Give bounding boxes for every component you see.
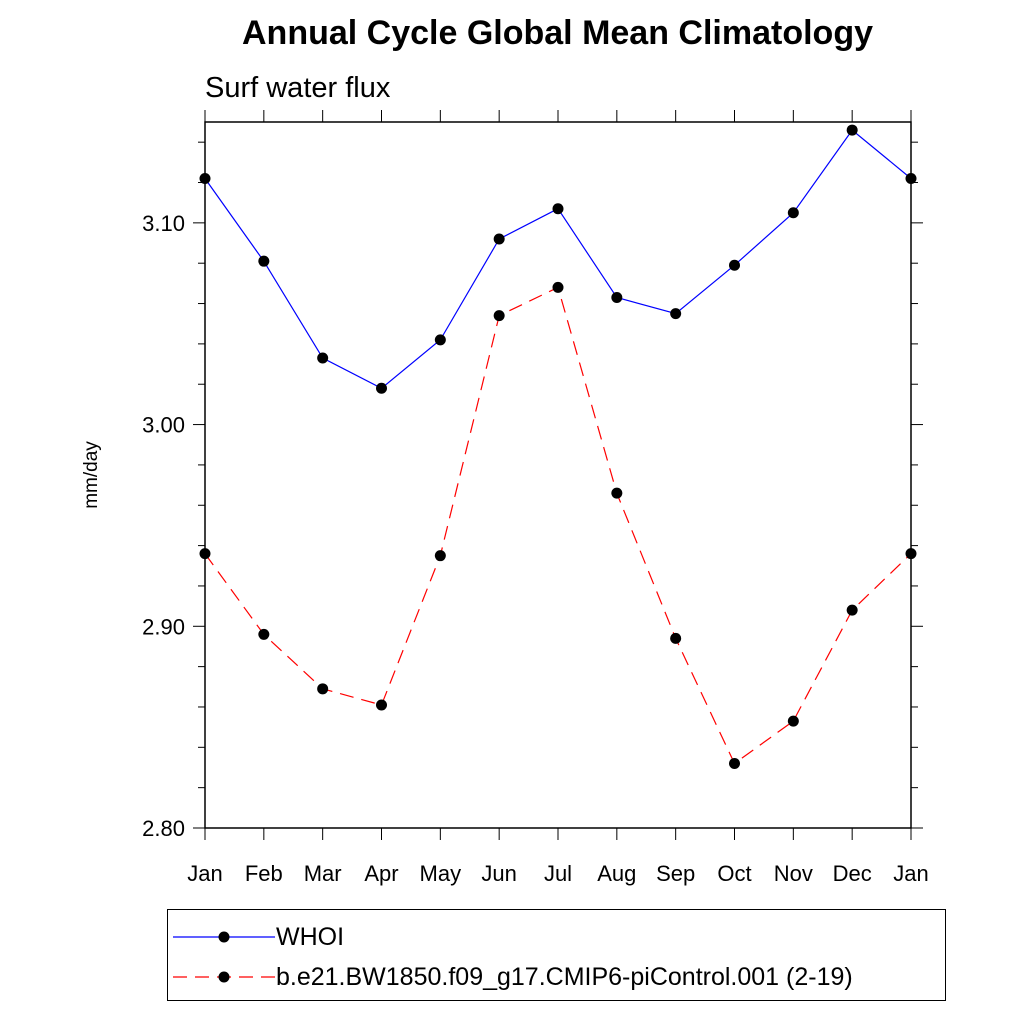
y-tick-label: 2.80: [142, 816, 185, 841]
data-point-0: [258, 255, 270, 267]
x-tick-label: Apr: [364, 861, 398, 886]
data-point-0: [787, 207, 799, 219]
legend-swatch-model: [173, 971, 275, 983]
axis-ticks: [193, 110, 923, 840]
data-point-1: [493, 310, 505, 322]
x-tick-label: Feb: [245, 861, 283, 886]
data-point-0: [611, 291, 623, 303]
data-point-0: [729, 259, 740, 271]
x-tick-label: Jan: [893, 861, 928, 886]
y-tick-label: 3.10: [142, 211, 185, 236]
x-tick-label: Mar: [304, 861, 342, 886]
data-point-0: [376, 382, 387, 394]
data-point-1: [787, 715, 799, 727]
x-tick-label: Oct: [717, 861, 751, 886]
data-point-0: [199, 172, 211, 184]
data-point-0: [434, 334, 446, 346]
data-point-0: [493, 233, 505, 245]
series-line-0: [204, 129, 912, 390]
data-point-0: [905, 172, 917, 184]
x-tick-label: Jan: [187, 861, 222, 886]
data-point-1: [258, 628, 270, 640]
legend-item-model: b.e21.BW1850.f09_g17.CMIP6-piControl.001…: [168, 957, 947, 997]
x-tick-label: Sep: [656, 861, 695, 886]
data-point-1: [199, 548, 211, 560]
legend-label-model: b.e21.BW1850.f09_g17.CMIP6-piControl.001…: [276, 963, 853, 991]
x-tick-label: Aug: [597, 861, 636, 886]
legend-swatch-whoi: [173, 931, 275, 943]
data-point-0: [670, 308, 682, 320]
data-point-1: [670, 632, 682, 644]
y-tick-label: 3.00: [142, 413, 185, 438]
x-tick-label: Jun: [481, 861, 516, 886]
data-point-1: [729, 757, 740, 769]
series-layer: [199, 124, 917, 769]
data-point-1: [434, 550, 446, 562]
data-point-1: [317, 683, 329, 695]
x-tick-label: May: [420, 861, 462, 886]
x-tick-label: Dec: [833, 861, 872, 886]
plot-frame: [204, 121, 912, 829]
y-axis-label: mm/day: [81, 441, 102, 509]
data-point-1: [376, 699, 387, 711]
data-point-0: [846, 124, 858, 136]
legend-item-whoi: WHOI: [168, 917, 947, 957]
x-tick-label: Jul: [544, 861, 572, 886]
data-point-1: [611, 487, 623, 499]
data-point-1: [846, 604, 858, 616]
chart-title: Annual Cycle Global Mean Climatology: [242, 14, 873, 52]
legend: WHOI b.e21.BW1850.f09_g17.CMIP6-piContro…: [167, 909, 946, 1001]
axis-labels: Jan Feb Mar Apr May Jun Jul Aug Sep Oct Nov Dec Jan2…: [142, 211, 929, 886]
chart-subtitle: Surf water flux: [205, 72, 391, 104]
series-line-1: [204, 286, 912, 765]
legend-label-whoi: WHOI: [276, 923, 345, 951]
data-point-0: [317, 352, 329, 364]
x-tick-label: Nov: [774, 861, 813, 886]
data-point-0: [552, 203, 564, 215]
line-chart: Jan Feb Mar Apr May Jun Jul Aug Sep Oct Nov Dec Jan2…: [81, 110, 929, 886]
y-tick-label: 2.90: [142, 614, 185, 639]
data-point-1: [905, 548, 917, 560]
data-point-1: [552, 281, 564, 293]
